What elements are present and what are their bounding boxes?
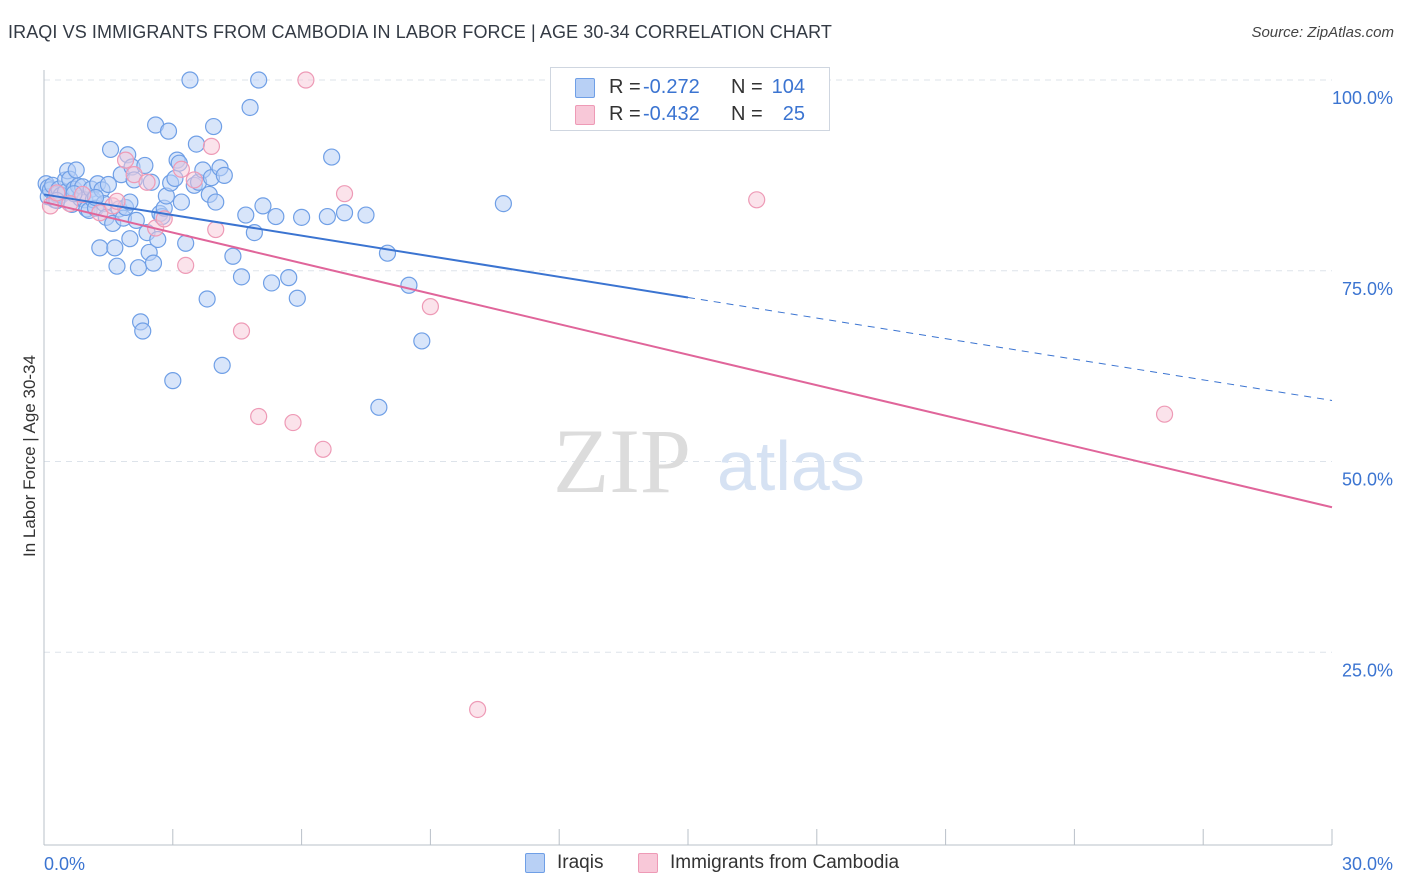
trend-lines bbox=[43, 193, 1333, 509]
iraqis-point bbox=[144, 254, 163, 272]
iraqis-point bbox=[224, 247, 242, 265]
bottom-legend-label-cambodia: Immigrants from Cambodia bbox=[670, 852, 900, 873]
cambodia-point bbox=[185, 171, 203, 189]
iraqis-points bbox=[37, 71, 512, 416]
y-tick-label: 25.0% bbox=[1342, 660, 1393, 680]
cambodia-point bbox=[74, 185, 92, 204]
iraqis-point bbox=[172, 193, 190, 211]
legend-n-label: N = bbox=[731, 76, 763, 98]
iraqis-point bbox=[181, 71, 199, 89]
legend-n-value-cambodia: 25 bbox=[782, 103, 805, 125]
iraqis-point bbox=[108, 257, 126, 275]
cambodia-point bbox=[250, 407, 268, 426]
cambodia-point bbox=[138, 173, 156, 191]
cambodia-point bbox=[748, 191, 766, 209]
iraqis-point bbox=[335, 204, 354, 222]
iraqis-point bbox=[121, 230, 139, 248]
page-title: IRAQI VS IMMIGRANTS FROM CAMBODIA IN LAB… bbox=[8, 22, 832, 42]
cambodia-point bbox=[48, 184, 66, 202]
iraqis-point bbox=[237, 206, 255, 224]
iraqis-point bbox=[204, 117, 223, 136]
watermark: ZIP atlas bbox=[553, 410, 865, 512]
iraqis-point bbox=[323, 148, 341, 166]
cambodia-point bbox=[335, 185, 354, 203]
cambodia-point bbox=[202, 137, 221, 155]
iraqis-point bbox=[413, 332, 431, 350]
iraqis-point bbox=[187, 135, 206, 153]
source-label: Source: ZipAtlas.com bbox=[1251, 24, 1394, 41]
iraqis-point bbox=[207, 193, 225, 211]
iraqis-point bbox=[241, 98, 259, 117]
x-tick-label: 30.0% bbox=[1342, 854, 1393, 874]
iraqis-point bbox=[232, 268, 251, 286]
iraqis-point bbox=[106, 239, 124, 257]
legend-n-label: N = bbox=[731, 103, 763, 125]
iraqis-point bbox=[215, 166, 233, 184]
y-tick-label: 50.0% bbox=[1342, 470, 1393, 490]
cambodia-point bbox=[469, 700, 487, 719]
bottom-legend-swatch-cambodia bbox=[638, 853, 658, 873]
iraqis-point bbox=[318, 207, 336, 226]
iraqis-point bbox=[134, 322, 152, 340]
iraqis-point bbox=[280, 269, 298, 287]
iraqis-point bbox=[67, 161, 85, 179]
bottom-legend-label-iraqis: Iraqis bbox=[557, 852, 604, 873]
iraqis-point bbox=[357, 206, 375, 224]
cambodia-point bbox=[207, 220, 225, 239]
iraqis-point bbox=[293, 208, 311, 226]
cambodia-points bbox=[41, 71, 1174, 719]
iraqis-point bbox=[159, 122, 178, 140]
iraqis-point bbox=[198, 290, 216, 308]
iraqis-trend-extension bbox=[687, 296, 1333, 401]
x-tick-label: 0.0% bbox=[44, 854, 85, 874]
legend-swatch-cambodia bbox=[575, 105, 595, 125]
cambodia-point bbox=[421, 298, 439, 316]
cambodia-point bbox=[172, 160, 190, 178]
legend-r-value-iraqis: -0.272 bbox=[643, 76, 700, 98]
cambodia-point bbox=[232, 322, 251, 340]
iraqis-point bbox=[494, 195, 512, 213]
cambodia-point bbox=[314, 440, 332, 458]
iraqis-point bbox=[99, 175, 118, 194]
cambodia-trend-line bbox=[43, 201, 1333, 509]
y-tick-label: 75.0% bbox=[1342, 279, 1393, 299]
y-axis-label: In Labor Force | Age 30-34 bbox=[20, 355, 39, 557]
legend-r-label: R = bbox=[609, 103, 641, 125]
tick-labels: 25.0% 50.0% 75.0% 100.0% 0.0% 30.0% bbox=[44, 88, 1393, 874]
iraqis-point bbox=[262, 274, 281, 292]
cambodia-point bbox=[177, 256, 195, 275]
cambodia-point bbox=[297, 71, 315, 89]
legend-r-label: R = bbox=[609, 76, 641, 98]
cambodia-point bbox=[116, 151, 135, 169]
correlation-legend: R = -0.272 N = 104 R = -0.432 N = 25 bbox=[550, 67, 830, 131]
bottom-legend-swatch-iraqis bbox=[525, 853, 545, 873]
cambodia-point bbox=[1155, 405, 1174, 423]
y-tick-label: 100.0% bbox=[1332, 88, 1393, 108]
iraqis-point bbox=[101, 140, 120, 159]
iraqis-point bbox=[254, 197, 272, 215]
cambodia-point bbox=[125, 166, 143, 184]
iraqis-point bbox=[267, 207, 285, 226]
gridlines bbox=[44, 79, 1332, 653]
iraqis-point bbox=[370, 398, 388, 416]
watermark-zip: ZIP bbox=[553, 410, 691, 512]
iraqis-point bbox=[213, 356, 231, 374]
iraqis-point bbox=[129, 259, 148, 277]
legend-n-value-iraqis: 104 bbox=[771, 76, 805, 98]
iraqis-point bbox=[250, 71, 268, 89]
cambodia-point bbox=[284, 413, 302, 432]
iraqis-point bbox=[91, 239, 109, 257]
watermark-atlas: atlas bbox=[717, 427, 865, 505]
iraqis-trend-line bbox=[43, 193, 689, 299]
legend-swatch-iraqis bbox=[575, 78, 595, 98]
iraqis-point bbox=[164, 372, 182, 390]
iraqis-point bbox=[288, 289, 306, 307]
legend-r-value-cambodia: -0.432 bbox=[643, 103, 700, 125]
